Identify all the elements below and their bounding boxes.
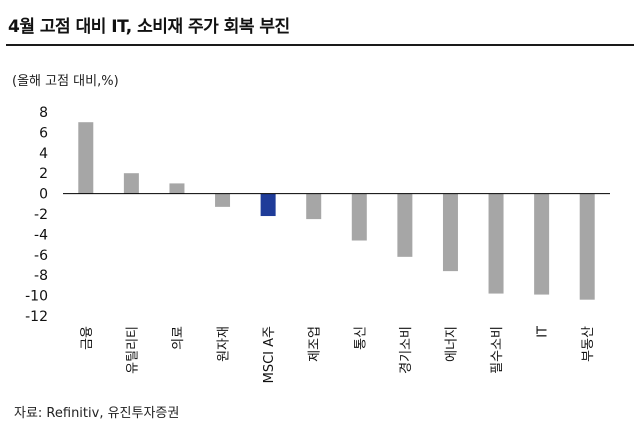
bar: [215, 193, 231, 207]
bar: [397, 193, 413, 257]
y-tick-label: -12: [25, 309, 48, 325]
y-tick-label: -6: [34, 248, 48, 264]
y-tick-label: -2: [34, 207, 48, 223]
y-tick-label: -10: [25, 289, 48, 305]
x-category-label: 금융: [80, 326, 95, 350]
bar: [488, 193, 504, 294]
x-category-label: 필수소비: [490, 326, 505, 374]
bar: [534, 193, 550, 295]
x-category-label: IT: [536, 326, 551, 338]
y-axis-ticks: 8 6 4 2 0 -2 -4 -6 -8 -10 -12: [25, 105, 48, 325]
bar: [260, 193, 276, 217]
y-tick-label: 6: [39, 125, 48, 141]
chart-title: 4월 고점 대비 IT, 소비재 주가 회복 부진: [8, 17, 290, 37]
y-tick-label: 0: [39, 187, 48, 203]
x-category-label: MSCI A주: [262, 326, 277, 383]
bar: [351, 193, 367, 241]
title-divider: [6, 44, 634, 46]
bar: [306, 193, 322, 220]
x-category-label: 제조업: [308, 326, 323, 362]
source-note: 자료: Refinitiv, 유진투자증권: [14, 406, 180, 421]
x-category-label: 의료: [171, 326, 186, 350]
x-category-label: 통신: [353, 326, 368, 350]
y-tick-label: 2: [39, 166, 48, 182]
x-category-label: 원자재: [217, 326, 232, 362]
x-axis-labels: 금융 유틸리티 의료 원자재 MSCI A주 제조업 통신 경기소비 에너지 필수소비 IT 부동산: [80, 326, 596, 383]
y-tick-label: -8: [34, 268, 48, 284]
y-tick-label: 8: [39, 105, 48, 121]
x-category-label: 경기소비: [399, 326, 414, 374]
bar: [579, 193, 595, 300]
y-tick-label: -4: [34, 227, 48, 243]
bar: [123, 173, 139, 194]
x-category-label: 유틸리티: [125, 326, 140, 374]
y-axis-unit-label: (올해 고점 대비,%): [12, 74, 119, 89]
x-category-label: 에너지: [444, 326, 459, 362]
bars: [78, 122, 595, 300]
x-category-label: 부동산: [581, 326, 596, 362]
bar: [442, 193, 458, 272]
y-tick-label: 4: [39, 146, 48, 162]
bar: [169, 183, 185, 194]
bar: [78, 122, 94, 194]
